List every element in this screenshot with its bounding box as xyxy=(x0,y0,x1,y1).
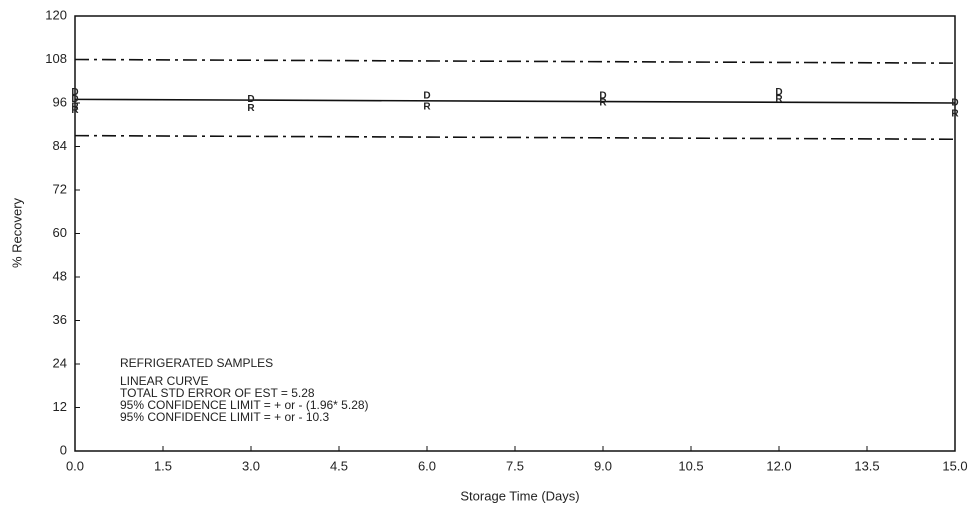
annotation: TOTAL STD ERROR OF EST = 5.28 xyxy=(120,386,315,400)
y-tick-label: 84 xyxy=(53,138,67,153)
data-point: R xyxy=(951,109,959,120)
data-point: R xyxy=(423,101,431,112)
data-point: D xyxy=(247,94,254,105)
data-point: D xyxy=(71,94,78,105)
x-tick-label: 7.5 xyxy=(506,458,524,473)
x-tick-label: 4.5 xyxy=(330,458,348,473)
y-tick-label: 24 xyxy=(53,355,67,370)
line-series xyxy=(74,98,956,104)
y-tick-label: 12 xyxy=(53,399,67,414)
x-tick-label: 12.0 xyxy=(766,458,791,473)
x-tick-label: 15.0 xyxy=(942,458,967,473)
data-point: D xyxy=(71,87,78,98)
data-point: R xyxy=(599,98,607,109)
x-tick-label: 6.0 xyxy=(418,458,436,473)
line-series xyxy=(74,134,956,141)
data-point: D xyxy=(423,90,430,101)
annotation: REFRIGERATED SAMPLES xyxy=(120,356,273,370)
data-point: R xyxy=(71,105,79,116)
data-point: D xyxy=(599,90,606,101)
y-tick-label: 48 xyxy=(53,268,67,283)
x-tick-label: 10.5 xyxy=(678,458,703,473)
data-point: D xyxy=(775,87,782,98)
annotation: 95% CONFIDENCE LIMIT = + or - (1.96* 5.2… xyxy=(120,398,369,412)
y-tick-label: 108 xyxy=(45,51,67,66)
y-tick-label: 0 xyxy=(60,442,67,457)
x-tick-label: 9.0 xyxy=(594,458,612,473)
data-point: R xyxy=(247,103,255,114)
y-tick-label: 72 xyxy=(53,181,67,196)
x-tick-label: 13.5 xyxy=(854,458,879,473)
x-tick-label: 3.0 xyxy=(242,458,260,473)
annotation: 95% CONFIDENCE LIMIT = + or - 10.3 xyxy=(120,410,330,424)
y-tick-label: 60 xyxy=(53,225,67,240)
data-point: R xyxy=(775,94,783,105)
x-tick-label: 0.0 xyxy=(66,458,84,473)
x-axis-label: Storage Time (Days) xyxy=(460,488,579,503)
annotation: LINEAR CURVE xyxy=(120,374,208,388)
y-tick-label: 36 xyxy=(53,312,67,327)
line-series xyxy=(74,58,956,64)
data-point: R xyxy=(71,101,79,112)
y-tick-label: 96 xyxy=(53,94,67,109)
x-tick-label: 1.5 xyxy=(154,458,172,473)
y-axis-label: % Recovery xyxy=(9,197,24,268)
data-point: D xyxy=(951,98,958,109)
y-tick-label: 120 xyxy=(45,7,67,22)
